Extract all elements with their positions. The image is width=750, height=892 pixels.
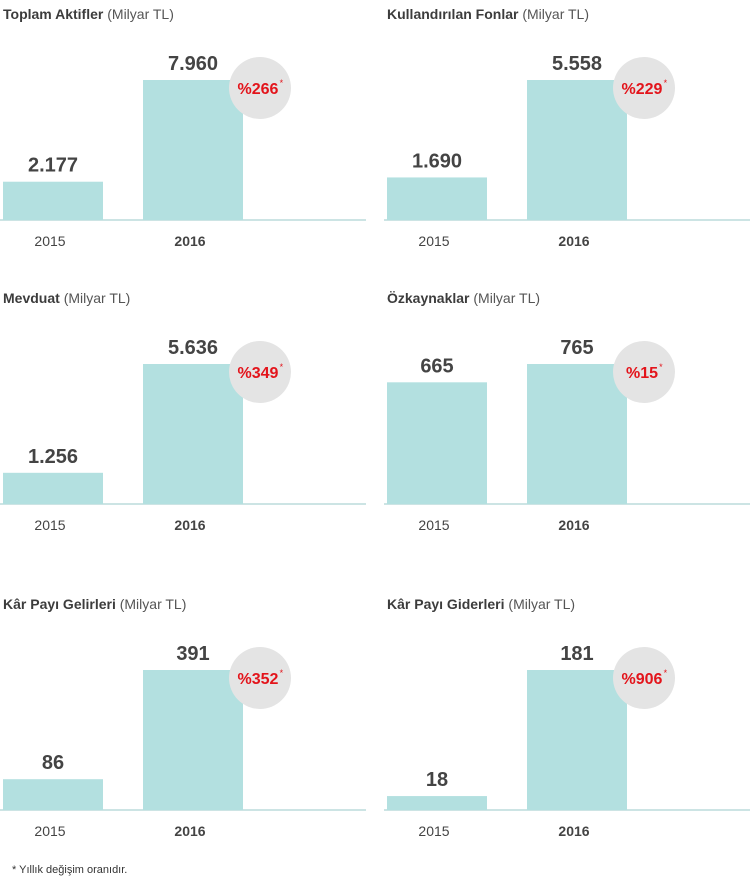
bar-chart: 1.690 2015 5.558 2016 %229 * [384,53,750,249]
chart-panel-toplam-aktifler: Toplam Aktifler (Milyar TL) 2.177 2015 7.9… [0,0,366,250]
bar-2015 [3,181,103,220]
category-label: 2016 [174,823,205,839]
chart-title: Kâr Payı Giderleri (Milyar TL) [387,596,575,612]
chart-title: Kullandırılan Fonlar (Milyar TL) [387,6,589,22]
chart-title-unit: (Milyar TL) [63,290,131,306]
value-label: 7.960 [168,53,218,75]
change-label: %352 [238,671,279,688]
bar-2015 [3,779,103,810]
category-label: 2015 [34,517,65,533]
bar-2015 [387,382,487,504]
change-badge [613,57,675,119]
chart-title: Toplam Aktifler (Milyar TL) [3,6,174,22]
category-label: 2016 [174,517,205,533]
value-label: 1.256 [28,446,78,468]
bar-chart: 665 2015 765 2016 %15 * [384,337,750,533]
category-label: 2015 [418,233,449,249]
category-label: 2015 [34,823,65,839]
chart-title-unit: (Milyar TL) [119,596,187,612]
footnote: * Yıllık değişim oranıdır. [12,864,128,876]
category-label: 2015 [418,517,449,533]
chart-title-main: Toplam Aktifler [3,6,104,22]
chart-title-main: Mevduat [3,290,60,306]
change-badge [229,57,291,119]
value-label: 5.558 [552,53,602,75]
change-asterisk: * [664,78,668,88]
value-label: 665 [420,355,453,377]
bar-2015 [387,177,487,220]
value-label: 1.690 [412,150,462,172]
chart-title-main: Kâr Payı Giderleri [387,596,505,612]
chart-title: Kâr Payı Gelirleri (Milyar TL) [3,596,186,612]
category-label: 2015 [34,233,65,249]
change-asterisk: * [280,78,284,88]
value-label: 391 [176,643,209,665]
category-label: 2015 [418,823,449,839]
change-label: %266 [238,81,279,98]
change-label: %229 [622,81,663,98]
bar-chart: 2.177 2015 7.960 2016 %266 * [0,53,366,249]
category-label: 2016 [558,517,589,533]
chart-title-main: Özkaynaklar [387,290,470,306]
chart-panel-ozkaynaklar: Özkaynaklar (Milyar TL) 665 2015 765 2016 %1… [384,284,750,534]
bar-2016 [527,364,627,504]
chart-title: Özkaynaklar (Milyar TL) [387,290,540,306]
bar-chart: 86 2015 391 2016 %352 * [0,643,366,839]
change-badge [613,647,675,709]
value-label: 86 [42,752,64,774]
value-label: 5.636 [168,337,218,359]
value-label: 18 [426,769,448,791]
bar-2015 [3,472,103,504]
bar-2016 [143,364,243,504]
chart-title-main: Kullandırılan Fonlar [387,6,519,22]
bar-chart: 18 2015 181 2016 %906 * [384,643,750,839]
bar-2016 [527,80,627,220]
chart-title-unit: (Milyar TL) [107,6,174,22]
change-label: %349 [238,365,279,382]
change-asterisk: * [659,362,663,372]
change-asterisk: * [280,668,284,678]
value-label: 2.177 [28,155,78,177]
bar-2016 [527,670,627,810]
change-asterisk: * [664,668,668,678]
chart-panel-mevduat: Mevduat (Milyar TL) 1.256 2015 5.636 2016 %3… [0,284,366,534]
chart-panel-kullandirilan-fonlar: Kullandırılan Fonlar (Milyar TL) 1.690 20… [384,0,750,250]
change-label: %15 [626,365,658,382]
category-label: 2016 [558,233,589,249]
category-label: 2016 [174,233,205,249]
change-asterisk: * [280,362,284,372]
chart-panel-kar-payi-giderleri: Kâr Payı Giderleri (Milyar TL) 18 2015 181… [384,590,750,840]
chart-title-main: Kâr Payı Gelirleri [3,596,116,612]
chart-title: Mevduat (Milyar TL) [3,290,130,306]
change-badge [613,341,675,403]
chart-title-unit: (Milyar TL) [508,596,576,612]
value-label: 765 [560,337,593,359]
change-badge [229,341,291,403]
value-label: 181 [560,643,593,665]
chart-title-unit: (Milyar TL) [522,6,589,22]
chart-panel-kar-payi-gelirleri: Kâr Payı Gelirleri (Milyar TL) 86 2015 391… [0,590,366,840]
bar-2015 [387,796,487,810]
category-label: 2016 [558,823,589,839]
bar-2016 [143,670,243,810]
bar-2016 [143,80,243,220]
change-label: %906 [622,671,663,688]
chart-title-unit: (Milyar TL) [473,290,541,306]
bar-chart: 1.256 2015 5.636 2016 %349 * [0,337,366,533]
change-badge [229,647,291,709]
